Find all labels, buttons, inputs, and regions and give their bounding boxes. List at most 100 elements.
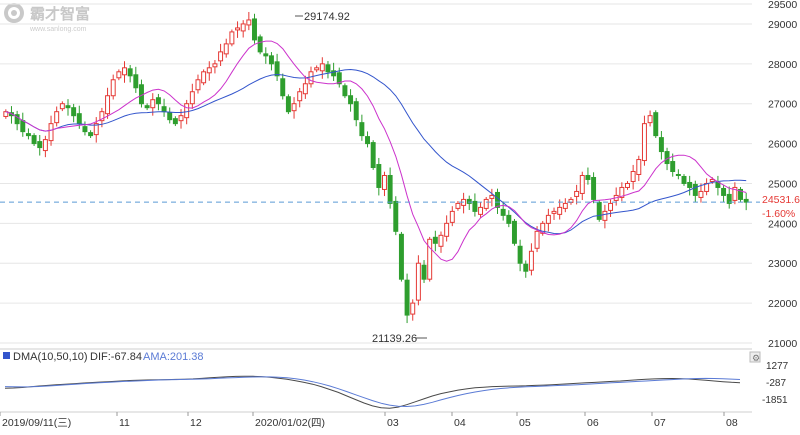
- candle-up: [116, 71, 122, 79]
- candle-up: [410, 302, 416, 315]
- candle-down: [274, 61, 280, 77]
- candle-down: [500, 208, 506, 216]
- price-tick: 21000: [768, 338, 797, 350]
- candle-down: [167, 112, 173, 121]
- candle-down: [263, 53, 269, 57]
- candle-down: [585, 174, 591, 180]
- candle-up: [246, 19, 252, 26]
- candle-up: [110, 79, 116, 97]
- x-tick-label: 2020/01/02(四): [255, 417, 325, 429]
- price-tick: 29500: [768, 0, 797, 11]
- candle-up: [319, 63, 325, 72]
- ma-short-line: [5, 40, 747, 262]
- candle-down: [88, 132, 94, 137]
- candle-up: [528, 250, 534, 271]
- candle-up: [291, 103, 297, 112]
- candle-up: [105, 95, 111, 115]
- candle-up: [579, 174, 585, 194]
- candle-up: [478, 206, 484, 215]
- candle-up: [195, 79, 201, 91]
- indicator-axis: 1277 -287 -1851: [762, 361, 789, 406]
- candle-down: [31, 135, 37, 145]
- candle-down: [359, 122, 365, 137]
- candle-up: [557, 206, 563, 215]
- candle-down: [495, 191, 500, 208]
- x-tick-label: 05: [519, 417, 531, 429]
- candle-up: [698, 190, 704, 198]
- candle-up: [184, 103, 190, 119]
- candle-down: [726, 193, 732, 204]
- candle-down: [432, 236, 438, 244]
- candle-down: [342, 85, 348, 97]
- indicator-dif: DIF:-67.84: [90, 351, 142, 363]
- price-tick: 25000: [768, 178, 797, 190]
- candle-up: [178, 115, 184, 122]
- indicator-header: DMA(10,50,10) DIF:-67.84 AMA:201.38: [3, 351, 204, 363]
- candle-up: [189, 91, 195, 105]
- candle-up: [297, 91, 303, 102]
- candle-down: [71, 107, 77, 117]
- candle-down: [76, 113, 82, 125]
- candle-down: [738, 188, 744, 200]
- candle-up: [229, 31, 235, 45]
- candle-up: [212, 63, 218, 68]
- price-tick: 27000: [768, 99, 797, 111]
- candle-down: [687, 181, 693, 188]
- candle-up: [54, 111, 60, 124]
- price-tick: 28000: [768, 59, 797, 71]
- main-grid: [0, 3, 752, 344]
- gear-icon[interactable]: ⚙: [752, 353, 760, 363]
- candle-down: [393, 200, 399, 232]
- candle-up: [574, 190, 580, 197]
- indicator-tick: 1277: [766, 361, 789, 372]
- ama-line: [4, 376, 741, 408]
- last-price-label: 24531.6: [762, 194, 800, 206]
- price-tick: 23000: [768, 258, 797, 270]
- indicator-tick: -1851: [762, 395, 788, 406]
- candle-up: [534, 230, 540, 249]
- candle-down: [591, 176, 597, 200]
- candle-down: [172, 118, 178, 125]
- candle-up: [444, 222, 450, 237]
- candlesticks: [3, 11, 749, 324]
- price-tick: 29000: [768, 19, 797, 31]
- candle-down: [376, 164, 382, 188]
- candle-down: [370, 142, 376, 169]
- candle-up: [150, 99, 156, 109]
- candle-up: [201, 71, 207, 84]
- candle-down: [285, 96, 291, 113]
- candle-up: [99, 111, 105, 122]
- candle-up: [625, 182, 630, 188]
- candle-down: [325, 64, 331, 73]
- x-tick-label: 08: [726, 417, 738, 429]
- candle-up: [619, 186, 625, 198]
- candle-down: [472, 200, 478, 212]
- candle-down: [144, 105, 150, 109]
- candle-up: [449, 210, 455, 223]
- price-tick: 22000: [768, 298, 797, 310]
- x-tick-label: 07: [654, 417, 666, 429]
- indicator-settings-button[interactable]: ⚙: [749, 351, 761, 363]
- candle-down: [692, 183, 698, 196]
- candle-up: [602, 210, 608, 221]
- candle-up: [218, 51, 224, 62]
- ma-long-line: [5, 68, 747, 235]
- candle-down: [664, 151, 670, 165]
- x-tick-label: 2019/09/11(三): [2, 417, 71, 429]
- candle-up: [545, 214, 551, 224]
- candle-down: [387, 174, 393, 204]
- candle-up: [608, 202, 614, 211]
- indicator-label: DMA(10,50,10): [13, 351, 88, 363]
- indicator-swatch: [3, 352, 10, 359]
- candle-down: [14, 114, 20, 125]
- price-tick: 26000: [768, 139, 797, 151]
- candle-down: [25, 133, 31, 137]
- candle-down: [404, 279, 410, 316]
- x-axis: 2019/09/11(三) 11 12 2020/01/02(四) 03 04 05 06 07…: [0, 412, 738, 429]
- candle-down: [511, 220, 517, 244]
- candle-down: [348, 95, 354, 105]
- candle-down: [523, 263, 529, 272]
- candle-down: [466, 198, 472, 204]
